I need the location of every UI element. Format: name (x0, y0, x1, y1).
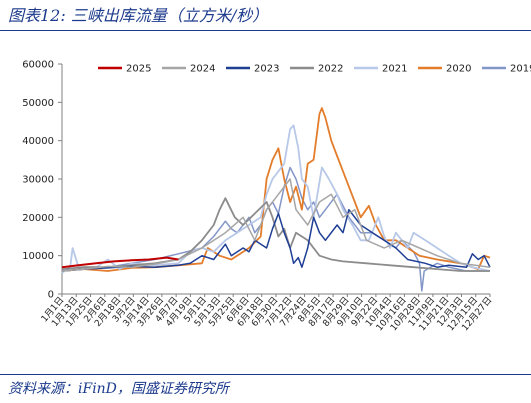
series-line-2023 (61, 208, 491, 272)
y-tick-label: 0 (48, 290, 54, 301)
y-tick-label: 10000 (22, 251, 54, 262)
source-rule (0, 374, 531, 375)
y-tick-label: 60000 (22, 60, 54, 71)
y-tick-label: 40000 (22, 136, 54, 147)
legend-label-2021: 2021 (382, 64, 407, 75)
y-axis: 0 10000 20000 30000 40000 50000 60000 (22, 60, 63, 301)
source-note: 资料来源：iFinD，国盛证券研究所 (8, 381, 229, 397)
x-axis: 1月1日1月13日1月25日2月6日2月18日3月2日3月14日3月26日4月7… (39, 293, 494, 333)
title-rule (0, 30, 531, 31)
legend-label-2020: 2020 (446, 64, 471, 75)
legend: 2025 2024 2023 2022 2021 2020 2019 (98, 64, 531, 75)
series-line-2024 (61, 178, 491, 272)
legend-label-2024: 2024 (190, 64, 215, 75)
y-tick-label: 20000 (22, 213, 54, 224)
y-tick-label: 30000 (22, 175, 54, 186)
series-line-2020 (61, 107, 491, 272)
flow-chart: 0 10000 20000 30000 40000 50000 60000 1月1日1月13… (22, 60, 531, 334)
series-layer (61, 107, 491, 292)
legend-label-2023: 2023 (254, 64, 279, 75)
legend-label-2019: 2019 (510, 64, 531, 75)
legend-label-2022: 2022 (318, 64, 343, 75)
chart-title: 图表12: 三峡出库流量（立方米/秒） (8, 6, 269, 25)
y-tick-label: 50000 (22, 98, 54, 109)
series-line-2025 (61, 256, 179, 269)
legend-label-2025: 2025 (126, 64, 151, 75)
series-line-2019 (61, 166, 490, 292)
